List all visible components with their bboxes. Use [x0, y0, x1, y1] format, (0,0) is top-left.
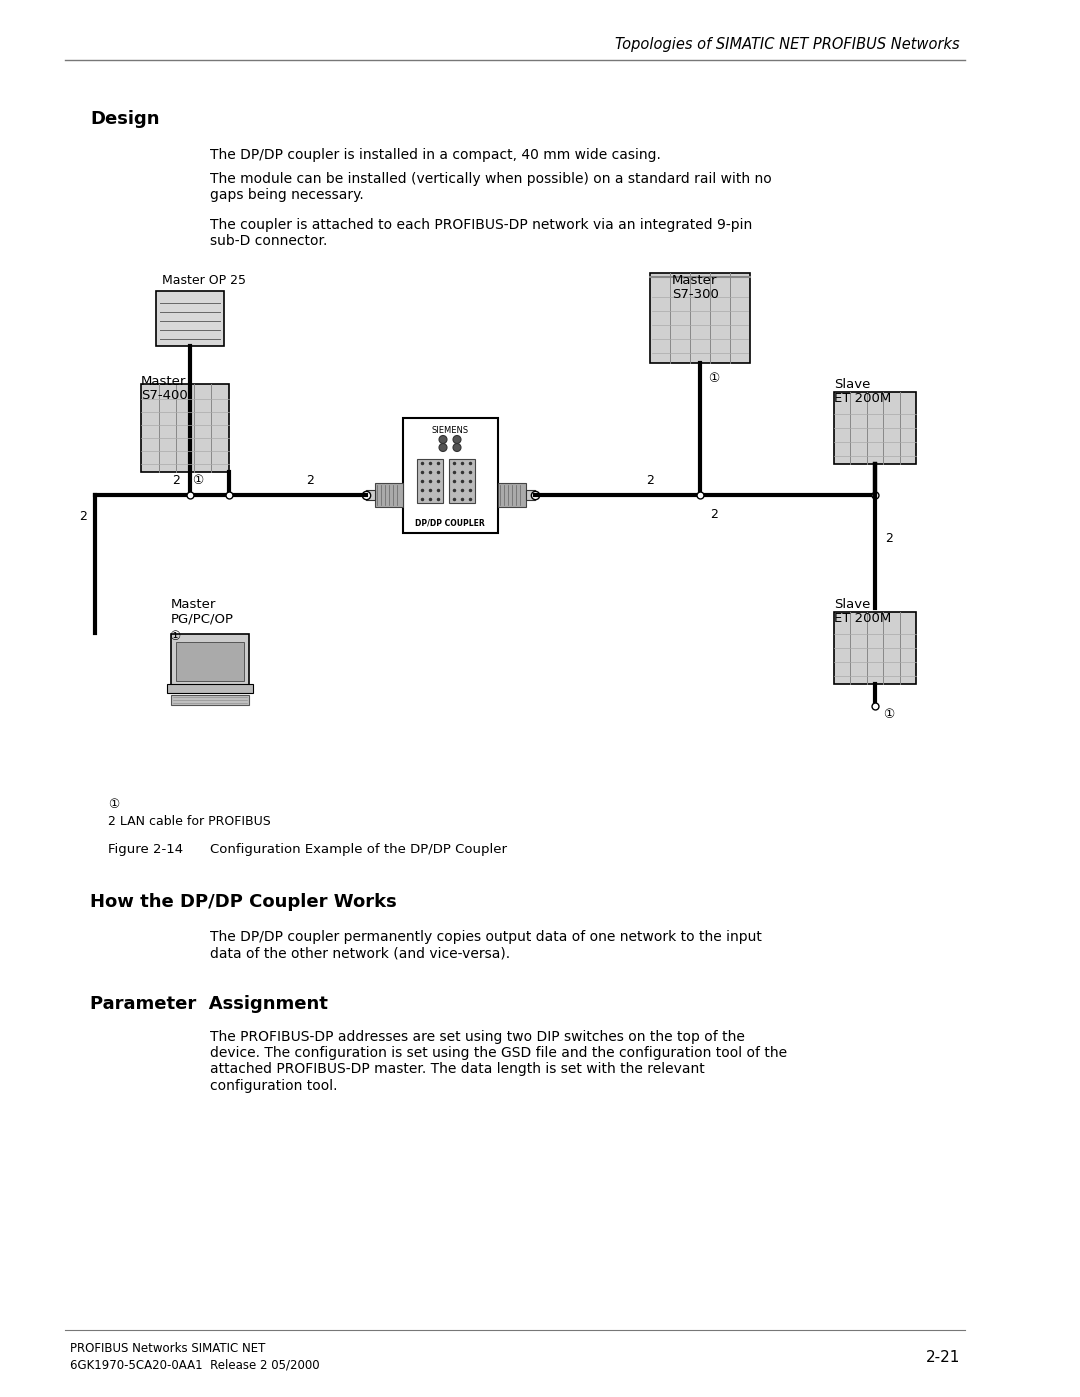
Text: The module can be installed (vertically when possible) on a standard rail with n: The module can be installed (vertically … [210, 172, 772, 203]
Text: 2: 2 [79, 510, 86, 524]
Text: 2: 2 [710, 509, 718, 521]
Text: Master: Master [141, 374, 187, 388]
Text: The DP/DP coupler is installed in a compact, 40 mm wide casing.: The DP/DP coupler is installed in a comp… [210, 148, 661, 162]
Text: Topologies of SIMATIC NET PROFIBUS Networks: Topologies of SIMATIC NET PROFIBUS Netwo… [616, 38, 960, 53]
Text: ET 200M: ET 200M [834, 393, 891, 405]
Bar [403, 418, 498, 532]
Bar [365, 490, 375, 500]
Text: ①: ① [168, 630, 180, 643]
Circle shape [453, 443, 461, 451]
Bar [167, 683, 253, 693]
Text: PROFIBUS Networks SIMATIC NET: PROFIBUS Networks SIMATIC NET [70, 1343, 266, 1355]
Text: The PROFIBUS-DP addresses are set using two DIP switches on the top of the
devic: The PROFIBUS-DP addresses are set using … [210, 1030, 787, 1092]
Text: ①: ① [192, 475, 204, 488]
Text: 2-21: 2-21 [926, 1350, 960, 1365]
Text: PG/PC/OP: PG/PC/OP [171, 612, 234, 624]
Text: 2: 2 [886, 531, 893, 545]
Text: 2: 2 [172, 475, 180, 488]
Text: The DP/DP coupler permanently copies output data of one network to the input
dat: The DP/DP coupler permanently copies out… [210, 930, 761, 960]
Bar [834, 612, 916, 685]
Text: Figure 2-14: Figure 2-14 [108, 842, 184, 856]
Text: 2: 2 [306, 475, 314, 488]
Text: 6GK1970-5CA20-0AA1  Release 2 05/2000: 6GK1970-5CA20-0AA1 Release 2 05/2000 [70, 1358, 320, 1370]
Bar [156, 291, 224, 345]
Text: S7-300: S7-300 [672, 288, 719, 300]
Text: How the DP/DP Coupler Works: How the DP/DP Coupler Works [90, 893, 396, 911]
Bar [171, 694, 249, 704]
Bar [375, 483, 403, 507]
Text: 2: 2 [646, 475, 653, 488]
Text: Master: Master [672, 274, 717, 286]
Text: Design: Design [90, 110, 160, 129]
Text: Master: Master [171, 598, 216, 610]
Circle shape [438, 443, 447, 451]
Text: Configuration Example of the DP/DP Coupler: Configuration Example of the DP/DP Coupl… [210, 842, 507, 856]
Text: ①: ① [883, 707, 894, 721]
Bar [171, 633, 249, 685]
Bar [176, 641, 244, 680]
Text: Master OP 25: Master OP 25 [162, 274, 246, 286]
Bar [834, 393, 916, 464]
Text: 2 LAN cable for PROFIBUS: 2 LAN cable for PROFIBUS [108, 814, 271, 828]
Text: The coupler is attached to each PROFIBUS-DP network via an integrated 9-pin
sub-: The coupler is attached to each PROFIBUS… [210, 218, 753, 249]
Bar [498, 483, 526, 507]
Bar [449, 460, 475, 503]
Text: Slave: Slave [834, 379, 870, 391]
Text: ET 200M: ET 200M [834, 612, 891, 624]
Text: SIEMENS: SIEMENS [431, 426, 469, 434]
Text: ①: ① [708, 373, 719, 386]
Bar [417, 460, 443, 503]
Text: DP/DP COUPLER: DP/DP COUPLER [415, 520, 485, 528]
Text: Parameter  Assignment: Parameter Assignment [90, 995, 328, 1013]
Bar [526, 490, 535, 500]
Text: S7-400: S7-400 [141, 388, 188, 402]
Bar [141, 384, 229, 472]
Text: Slave: Slave [834, 598, 870, 610]
Text: ①: ① [108, 798, 119, 812]
Circle shape [438, 436, 447, 443]
Bar [650, 272, 750, 363]
Circle shape [453, 436, 461, 443]
